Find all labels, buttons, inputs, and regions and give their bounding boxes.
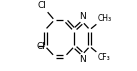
Text: Cl: Cl	[37, 1, 46, 10]
Text: Cl: Cl	[36, 42, 45, 51]
Text: N: N	[79, 55, 86, 64]
Text: CH₃: CH₃	[98, 14, 112, 23]
Text: N: N	[79, 12, 86, 21]
Text: CF₃: CF₃	[98, 53, 111, 62]
